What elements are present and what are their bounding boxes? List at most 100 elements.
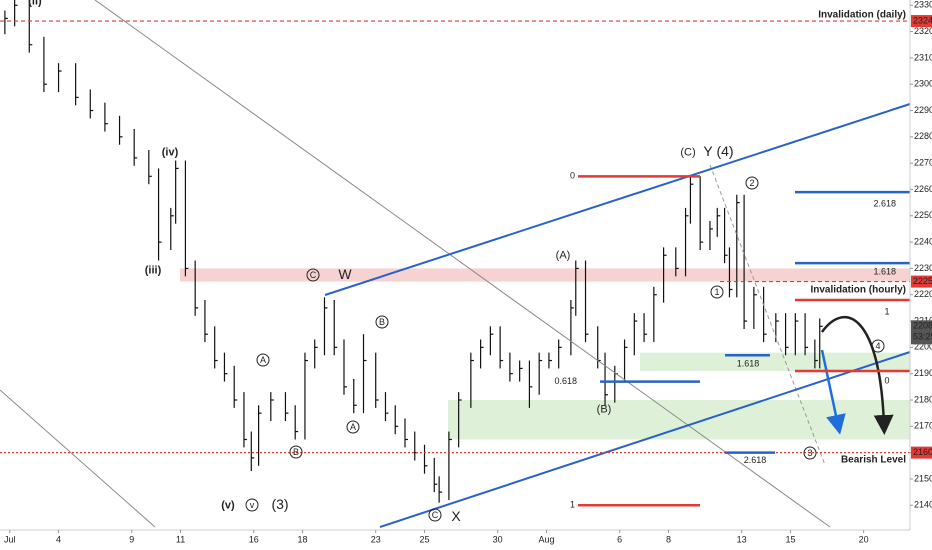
zone: [640, 352, 910, 372]
y-tick-label: 2260: [914, 184, 932, 194]
wave-label: B: [379, 317, 385, 327]
y-tick-label: 2330: [914, 0, 932, 10]
x-tick-label: Jul: [4, 534, 16, 544]
wave-circle: [256, 353, 270, 367]
x-tick-label: 6: [617, 534, 622, 544]
wave-label: (ii): [28, 0, 42, 7]
wave-circle: [289, 445, 303, 459]
wave-circle: [803, 446, 817, 460]
wave-label: (4): [716, 143, 733, 159]
y-tick-label: 2150: [914, 473, 932, 483]
wave-label: (iii): [145, 264, 162, 276]
x-tick-label: 11: [176, 534, 185, 544]
y-tick-label: 2290: [914, 105, 932, 115]
level-label: Bearish Level: [841, 455, 906, 466]
channel-line: [324, 103, 911, 296]
axis-labels: 2140215021602170218021902200221022202230…: [4, 0, 932, 544]
wave-circle: [745, 176, 759, 190]
wave-label: X: [451, 508, 461, 524]
wave-label: 4: [875, 341, 880, 351]
y-tick-label: 2230: [914, 263, 932, 273]
trend-line: [709, 164, 826, 466]
wave-label: W: [338, 266, 352, 282]
fib-label: 1: [884, 306, 889, 316]
fib-label: 2.618: [744, 455, 767, 465]
overlays: Invalidation (daily) Invalidation (hourly…: [0, 0, 910, 524]
fib-label: 0.618: [554, 376, 577, 386]
y-tick-label: 2320: [914, 26, 932, 36]
trend-line: [0, 389, 156, 528]
fib-label: 1.618: [737, 359, 760, 369]
x-tick-label: Aug: [538, 534, 554, 544]
x-tick-label: 30: [493, 534, 503, 544]
x-tick-label: 25: [419, 534, 429, 544]
wave-label: (A): [556, 249, 571, 261]
channel-line: [379, 351, 911, 528]
y-tick-label: 2270: [914, 158, 932, 168]
wave-circle: [346, 420, 360, 434]
wave-label: A: [260, 355, 266, 365]
zones: [180, 268, 910, 440]
level-label: Invalidation (daily): [818, 10, 906, 21]
wave-circle: [375, 315, 389, 329]
zone: [448, 400, 910, 440]
countdown-label: 53:29: [913, 332, 932, 342]
wave-label: Y: [703, 143, 713, 159]
price-tag: [911, 275, 932, 288]
wave-label: A: [350, 422, 356, 432]
y-tick-label: 2140: [914, 500, 932, 510]
y-tick-label: 2200: [914, 342, 932, 352]
level-label: Invalidation (hourly): [810, 285, 906, 296]
wave-label: (B): [597, 403, 612, 415]
price-tag-label: 2160: [913, 447, 932, 457]
last-price-tag: [911, 320, 932, 345]
fib-label: 0: [570, 171, 575, 181]
price-tag: [911, 15, 932, 28]
drawings: [0, 0, 911, 528]
price-tag-label: 2324: [913, 15, 932, 25]
price-tag: [911, 446, 932, 459]
y-tick-label: 2240: [914, 236, 932, 246]
y-tick-label: 2250: [914, 210, 932, 220]
projection-arrow: [820, 349, 846, 435]
price-bars: [4, 0, 823, 503]
y-tick-label: 2310: [914, 52, 932, 62]
x-tick-label: 9: [129, 534, 134, 544]
x-tick-label: 18: [298, 534, 308, 544]
fib-label: 1.618: [873, 267, 896, 277]
y-tick-label: 2300: [914, 79, 932, 89]
wave-circle: [710, 285, 724, 299]
wave-circle: [871, 339, 885, 353]
wave-label: B: [293, 447, 299, 457]
last-price-label: 2208: [913, 321, 932, 331]
wave-label: 1: [714, 287, 719, 297]
x-tick-label: 16: [249, 534, 259, 544]
y-tick-label: 2280: [914, 131, 932, 141]
wave-circle: [428, 508, 442, 522]
wave-label: 3: [807, 448, 812, 458]
x-tick-label: 15: [785, 534, 795, 544]
trend-line: [94, 0, 831, 528]
x-tick-label: 23: [371, 534, 381, 544]
wave-label: C: [310, 270, 317, 280]
price-tag-label: 2225: [913, 276, 932, 286]
x-tick-label: 13: [737, 534, 747, 544]
wave-circle: [306, 268, 320, 282]
zone: [180, 268, 910, 282]
wave-label: (iv): [162, 146, 179, 158]
x-tick-label: 20: [859, 534, 869, 544]
fib-label: 0: [884, 375, 889, 385]
fib-label: 2.618: [873, 198, 896, 208]
y-tick-label: 2190: [914, 368, 932, 378]
y-tick-label: 2180: [914, 394, 932, 404]
y-tick-label: 2170: [914, 421, 932, 431]
fib-label: 1: [570, 500, 575, 510]
wave-label: C: [432, 510, 439, 520]
wave-label: (v): [221, 499, 235, 511]
wave-label: (3): [271, 496, 288, 512]
x-tick-label: 4: [56, 534, 61, 544]
projection-arrow: [820, 315, 894, 435]
wave-label: v: [250, 500, 255, 510]
